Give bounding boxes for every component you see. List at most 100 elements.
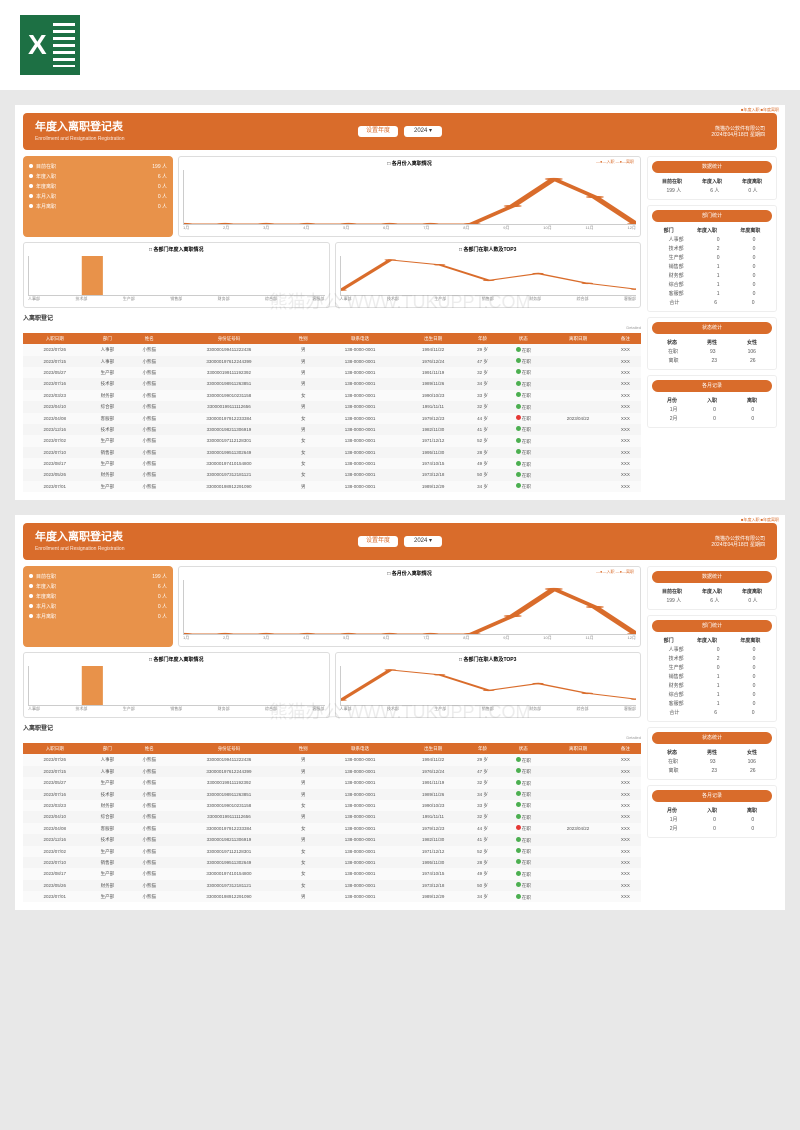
table-cell (546, 401, 609, 412)
year-value[interactable]: 2024 ▾ (404, 536, 442, 547)
table-header: 离职日期 (546, 333, 609, 344)
table-cell: XXX (610, 880, 641, 891)
table-cell: 138-0000-0001 (319, 880, 402, 891)
table-cell: XXX (610, 777, 641, 788)
status-dot-icon (516, 472, 521, 477)
table-cell: 2023/12/16 (23, 834, 86, 845)
chart-legend: —●—入职 —●—离职 (596, 570, 634, 575)
table-cell: 138-0000-0001 (319, 481, 402, 492)
panel-title: 部门统计 (652, 620, 772, 632)
table-cell (546, 754, 609, 765)
table-cell: 330000197912233384 (170, 413, 287, 424)
table-cell: XXX (610, 891, 641, 902)
table-row: 2023/12/16技术部小熊猫330000198211306919男138-0… (23, 834, 641, 845)
table-cell: 330000197612244399 (170, 356, 287, 367)
table-cell: 2023/07/16 (23, 789, 86, 800)
table-cell: 28 岁 (465, 857, 500, 868)
panel-row: 财务部10 (652, 271, 772, 280)
table-cell: 技术部 (86, 789, 128, 800)
table-cell: 1994/11/22 (401, 344, 464, 355)
panel-title: 状态统计 (652, 322, 772, 334)
month-stats-panel: 各月记录 月份入职离职 1月002月00 (647, 375, 777, 428)
table-cell: 330000199111192392 (170, 777, 287, 788)
table-header: 状态 (500, 743, 546, 754)
table-row: 2023/07/01生产部小熊猫330000198912291090男138-0… (23, 891, 641, 902)
status-dot-icon (516, 837, 521, 842)
panel-row: 财务部10 (652, 681, 772, 690)
table-header: 部门 (86, 743, 128, 754)
table-cell: 男 (288, 356, 319, 367)
status-cell: 在职 (500, 344, 546, 355)
table-cell: 1994/11/22 (401, 754, 464, 765)
table-cell: 138-0000-0001 (319, 424, 402, 435)
x-labels: 人事部技术部生产部销售部财务部综合部客服部 (28, 706, 325, 713)
table-cell: 50 岁 (465, 880, 500, 891)
table-row: 2023/12/16技术部小熊猫330000198211306919男138-0… (23, 424, 641, 435)
table-cell: 32 岁 (465, 401, 500, 412)
excel-icon (20, 15, 80, 75)
stat-row: 本月入职0 人 (29, 602, 167, 612)
status-cell: 在职 (500, 811, 546, 822)
table-cell: 1982/11/30 (401, 834, 464, 845)
table-cell: 2023/04/10 (23, 401, 86, 412)
data-stats-panel: 数据统计 目前在职年度入职年度离职 199 人6 人0 人 (647, 156, 777, 200)
stat-row: 年度入职6 人 (29, 582, 167, 592)
table-cell: 47 岁 (465, 356, 500, 367)
table-cell: 2023/07/10 (23, 447, 86, 458)
table-cell: 小熊猫 (128, 435, 170, 446)
table-cell: 女 (288, 868, 319, 879)
table-cell: 销售部 (86, 857, 128, 868)
table-cell: 男 (288, 754, 319, 765)
table-cell: 330000197312181121 (170, 880, 287, 891)
status-dot-icon (516, 381, 521, 386)
status-dot-icon (516, 461, 521, 466)
table-cell: 138-0000-0001 (319, 846, 402, 857)
table-cell: 女 (288, 823, 319, 834)
panel-row: 离职2326 (652, 766, 772, 775)
status-cell: 在职 (500, 754, 546, 765)
chart-area (340, 256, 637, 296)
table-cell: 小熊猫 (128, 469, 170, 480)
status-cell: 在职 (500, 458, 546, 469)
year-selector: 设置年度 2024 ▾ (358, 126, 442, 137)
table-cell: 330000199511302649 (170, 857, 287, 868)
employee-table: 入职日期部门姓名身份证号码性别联系电话出生日期年龄状态离职日期备注2023/07… (23, 743, 641, 902)
table-cell: 生产部 (86, 435, 128, 446)
table-cell: 男 (288, 344, 319, 355)
status-dot-icon (516, 483, 521, 488)
table-cell: 44 岁 (465, 413, 500, 424)
table-cell: 330000198912291090 (170, 481, 287, 492)
table-cell: 2023/07/15 (23, 356, 86, 367)
table-cell: 女 (288, 469, 319, 480)
status-dot-icon (516, 438, 521, 443)
status-cell: 在职 (500, 766, 546, 777)
table-header: 离职日期 (546, 743, 609, 754)
table-header: 性别 (288, 333, 319, 344)
table-header: 联系电话 (319, 743, 402, 754)
table-cell (546, 811, 609, 822)
table-cell: 41 岁 (465, 424, 500, 435)
dept-stats-panel: 部门统计 部门年度入职年度离职 人事部00技术部20生产部00销售部10财务部1… (647, 205, 777, 312)
panel-row: 离职2326 (652, 356, 772, 365)
table-cell: XXX (610, 754, 641, 765)
table-cell: 44 岁 (465, 823, 500, 834)
table-cell: XXX (610, 469, 641, 480)
table-header-row: 入职日期部门姓名身份证号码性别联系电话出生日期年龄状态离职日期备注 (23, 333, 641, 344)
table-cell: 财务部 (86, 880, 128, 891)
year-value[interactable]: 2024 ▾ (404, 126, 442, 137)
table-cell: 1989/11/26 (401, 378, 464, 389)
year-button[interactable]: 设置年度 (358, 126, 398, 137)
table-cell: 男 (288, 367, 319, 378)
dept-stats-panel: 部门统计 部门年度入职年度离职 人事部00技术部20生产部00销售部10财务部1… (647, 615, 777, 722)
x-labels: 1月2月3月4月5月6月7月8月9月10月11月12月 (183, 635, 636, 642)
table-cell (546, 367, 609, 378)
panel-row: 客服部10 (652, 699, 772, 708)
table-cell: 小熊猫 (128, 789, 170, 800)
table-row: 2023/07/02生产部小熊猫330000197112128301女138-0… (23, 846, 641, 857)
panel-head: 部门年度入职年度离职 (652, 636, 772, 645)
year-button[interactable]: 设置年度 (358, 536, 398, 547)
table-cell: 女 (288, 857, 319, 868)
dept-chart: □ 各部门年度入离职情况 ■年度入职 ■年度离职 人事部技术部生产部销售部财务部… (23, 242, 330, 308)
status-dot-icon (516, 859, 521, 864)
table-cell: 1974/10/15 (401, 458, 464, 469)
